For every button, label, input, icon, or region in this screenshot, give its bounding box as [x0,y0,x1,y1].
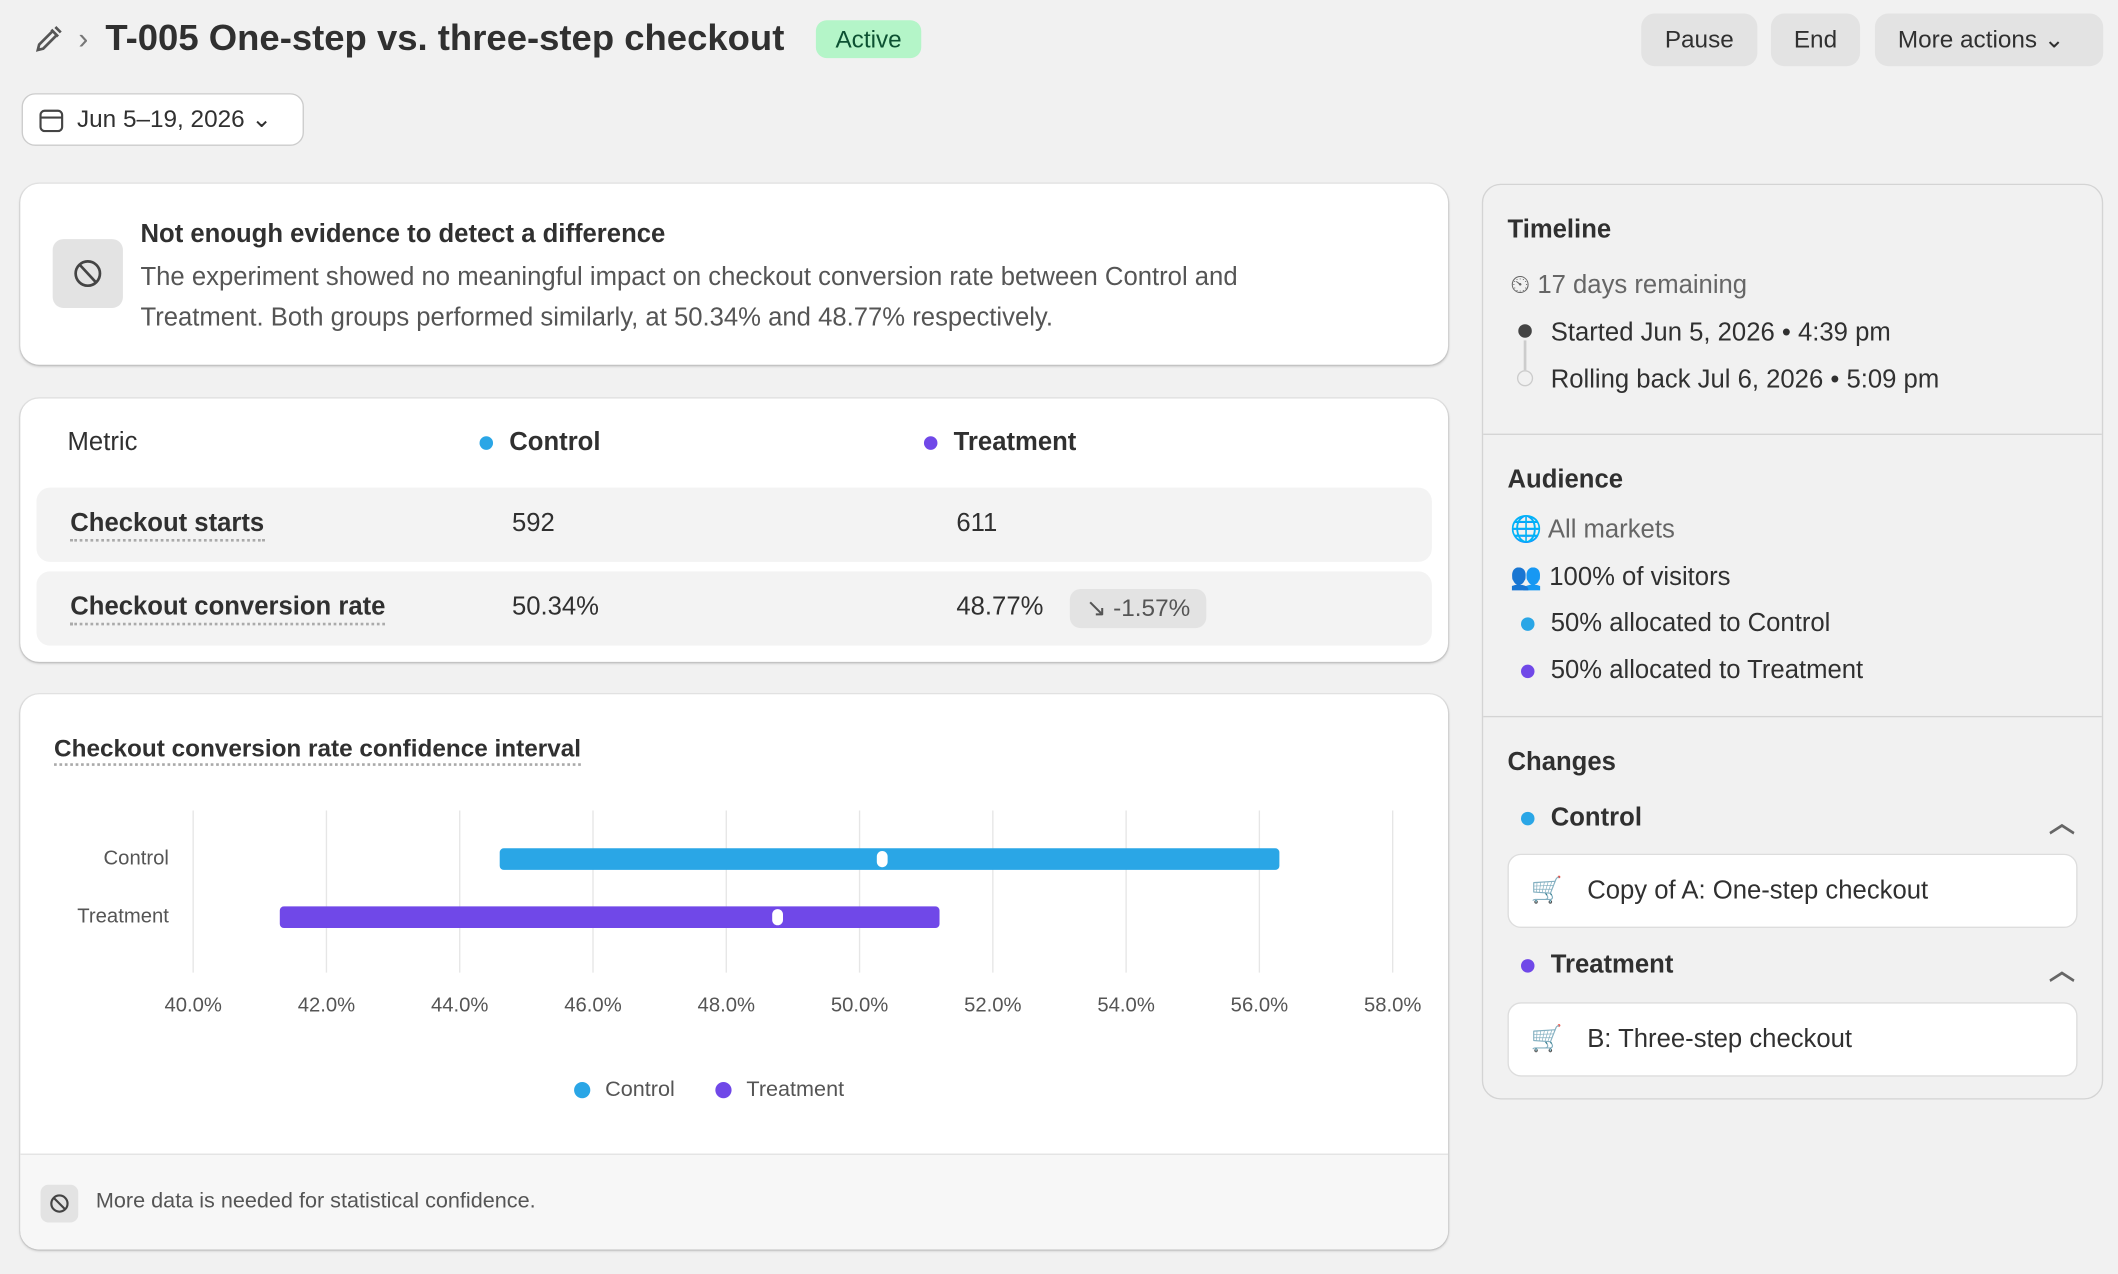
change-item[interactable]: 🛒 Copy of A: One-step checkout [1507,853,2078,928]
summary-card: Not enough evidence to detect a differen… [20,183,1449,365]
x-tick-label: 58.0% [1364,995,1421,1017]
chart-card: Checkout conversion rate confidence inte… [20,694,1449,1250]
more-actions-button[interactable]: More actions ⌄ [1874,13,2104,67]
change-group[interactable]: Treatment ︿ [1521,951,2075,987]
change-text: Copy of A: One-step checkout [1587,876,1929,906]
chart-footer: More data is needed for statistical conf… [20,1153,1449,1250]
estimate-marker [772,909,783,926]
legend-swatch [715,1081,732,1099]
audience-text: 100% of visitors [1549,563,1731,592]
section-title: Timeline [1507,216,1612,245]
audience-text: 50% allocated to Control [1550,609,1831,638]
y-tick-label: Control [104,847,169,869]
legend-label: Control [605,1076,675,1101]
chart: 40.0% 42.0% 44.0% 46.0% 48.0% 50.0% 52.0% 54.0%… [77,810,1421,1101]
section-title: Changes [1507,748,1616,777]
metric-row: Checkout conversion rate 50.34% 48.77% ↘… [36,571,1432,646]
status-badge: Active [815,20,922,59]
audience-item: 50% allocated to Control [1521,609,1830,639]
audience-item: 🌐 All markets [1510,516,1675,545]
remaining-text: 17 days remaining [1537,271,1748,300]
breadcrumb-sep: › [78,21,89,56]
column-header: Metric [67,428,138,457]
metric-row: Checkout starts 592 611 [36,487,1432,562]
section-title: Audience [1507,466,1624,495]
estimate-marker [876,851,888,868]
footnote-icon [40,1184,79,1223]
x-tick-label: 54.0% [1097,995,1154,1017]
x-tick-label: 52.0% [964,995,1021,1017]
calendar-icon [39,109,64,133]
more-actions-label: More actions [1897,25,2038,53]
x-tick-label: 42.0% [298,995,355,1017]
experiment-icon [35,26,62,52]
cart-icon: 🛒 [1530,1025,1563,1054]
timeline-line [1523,340,1527,371]
sidebar: Timeline ⏲ 17 days remaining Started Jun… [1481,183,2104,1100]
timeline-dot [1518,324,1532,338]
divider [1483,715,2102,718]
timeline-dot [1516,370,1534,387]
change-text: B: Three-step checkout [1587,1025,1853,1054]
metrics-card: Metric Control Treatment Checkout starts… [20,398,1449,662]
pause-button[interactable]: Pause [1641,13,1758,67]
column-header: Treatment [923,428,1077,458]
summary-icon [52,239,123,308]
audience-item: 50% allocated to Treatment [1521,656,1863,686]
change-value: -1.57% [1113,594,1191,622]
legend-swatch [574,1081,591,1099]
x-tick-label: 56.0% [1231,995,1288,1017]
cart-icon: 🛒 [1530,876,1563,906]
audience-item: 👥 100% of visitors [1510,563,1731,592]
x-tick-label: 44.0% [431,995,488,1017]
column-header: Control [479,428,601,458]
metric-value: 50.34% [511,593,600,622]
summary-text: The experiment showed no meaningful impa… [140,263,1238,333]
interval-bar [279,906,940,928]
group-name: Treatment [1550,950,1674,980]
timeline-event: Started Jun 5, 2026 • 4:39 pm [1550,318,1891,348]
remaining: ⏲ 17 days remaining [1510,271,1748,300]
column-label: Treatment [953,428,1077,457]
date-range: Jun 5–19, 2026 [76,105,245,133]
group-name: Control [1550,803,1642,833]
interval-bar [499,848,1280,870]
timeline-event: Rolling back Jul 6, 2026 • 5:09 pm [1550,366,1940,395]
change-group[interactable]: Control ︿ [1521,804,2075,840]
metric-value: 48.77% [956,593,1044,622]
metric-value: 611 [956,509,998,538]
change-badge: ↘ -1.57% [1069,588,1207,629]
metric-name: Checkout conversion rate [70,593,386,626]
footnote: More data is needed for statistical conf… [95,1190,536,1214]
column-label: Control [509,428,601,457]
page-title: T-005 One-step vs. three-step checkout [105,17,785,59]
metric-value: 592 [511,509,555,538]
x-tick-label: 46.0% [564,995,621,1017]
x-tick-label: 48.0% [698,995,755,1017]
legend-label: Treatment [746,1076,844,1101]
chart-title: Checkout conversion rate confidence inte… [54,735,582,766]
x-tick-label: 50.0% [831,995,888,1017]
date-picker[interactable]: Jun 5–19, 2026 ⌄ [21,93,304,146]
change-item[interactable]: 🛒 B: Three-step checkout [1507,1002,2078,1077]
summary-title: Not enough evidence to detect a differen… [140,220,666,249]
x-tick-label: 40.0% [164,995,221,1017]
divider [1483,433,2102,435]
end-button[interactable]: End [1770,13,1861,67]
metric-name: Checkout starts [70,509,265,542]
audience-text: 50% allocated to Treatment [1550,656,1864,685]
y-tick-label: Treatment [77,906,169,928]
audience-text: All markets [1547,516,1675,545]
